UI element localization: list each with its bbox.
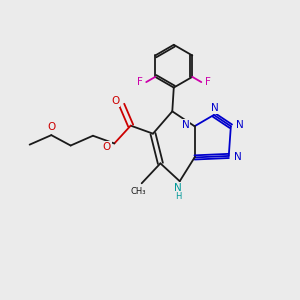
Text: O: O bbox=[111, 96, 119, 106]
Text: F: F bbox=[205, 77, 211, 87]
Text: O: O bbox=[48, 122, 56, 132]
Text: O: O bbox=[103, 142, 111, 152]
Text: N: N bbox=[174, 183, 182, 193]
Text: N: N bbox=[236, 120, 244, 130]
Text: H: H bbox=[175, 192, 181, 201]
Text: N: N bbox=[234, 152, 242, 162]
Text: CH₃: CH₃ bbox=[131, 187, 146, 196]
Text: N: N bbox=[182, 120, 190, 130]
Text: N: N bbox=[211, 103, 219, 113]
Text: F: F bbox=[137, 77, 142, 87]
